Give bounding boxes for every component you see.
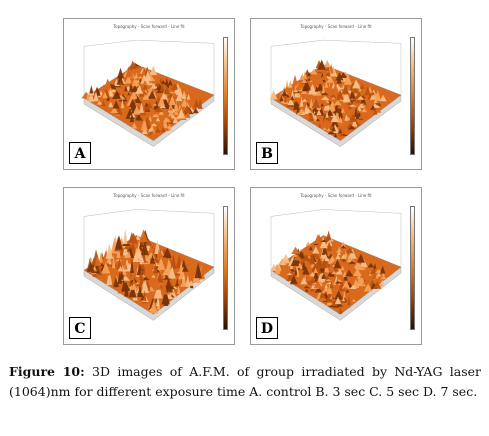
- panel-header: Topography - Scan forward - Line fit: [113, 193, 185, 198]
- panel-letter: B: [256, 142, 278, 164]
- panel-header: Topography - Scan forward - Line fit: [113, 24, 185, 29]
- panel-letter: C: [69, 317, 91, 339]
- figure-caption: Figure 10: 3D images of A.F.M. of group …: [9, 362, 481, 402]
- afm-panel-d: Topography - Scan forward - Line fit D: [250, 187, 422, 345]
- height-color-scale: [410, 37, 415, 155]
- panel-header: Topography - Scan forward - Line fit: [300, 193, 372, 198]
- panel-header: Topography - Scan forward - Line fit: [300, 24, 372, 29]
- caption-text: 3D images of A.F.M. of group irradiated …: [9, 364, 481, 399]
- height-color-scale: [223, 206, 228, 330]
- afm-surface-image: [83, 209, 215, 321]
- height-color-scale: [223, 37, 228, 155]
- afm-surface-image: [270, 209, 402, 321]
- panel-letter: A: [69, 142, 91, 164]
- afm-surface-image: [269, 39, 402, 147]
- afm-panel-c: Topography - Scan forward - Line fit C: [63, 187, 235, 345]
- figure-label: Figure 10:: [9, 364, 85, 379]
- afm-surface-image: [81, 39, 215, 147]
- height-color-scale: [410, 206, 415, 330]
- panel-letter: D: [256, 317, 278, 339]
- afm-panel-b: Topography - Scan forward - Line fit B: [250, 18, 422, 170]
- afm-panel-a: Topography - Scan forward - Line fit A: [63, 18, 235, 170]
